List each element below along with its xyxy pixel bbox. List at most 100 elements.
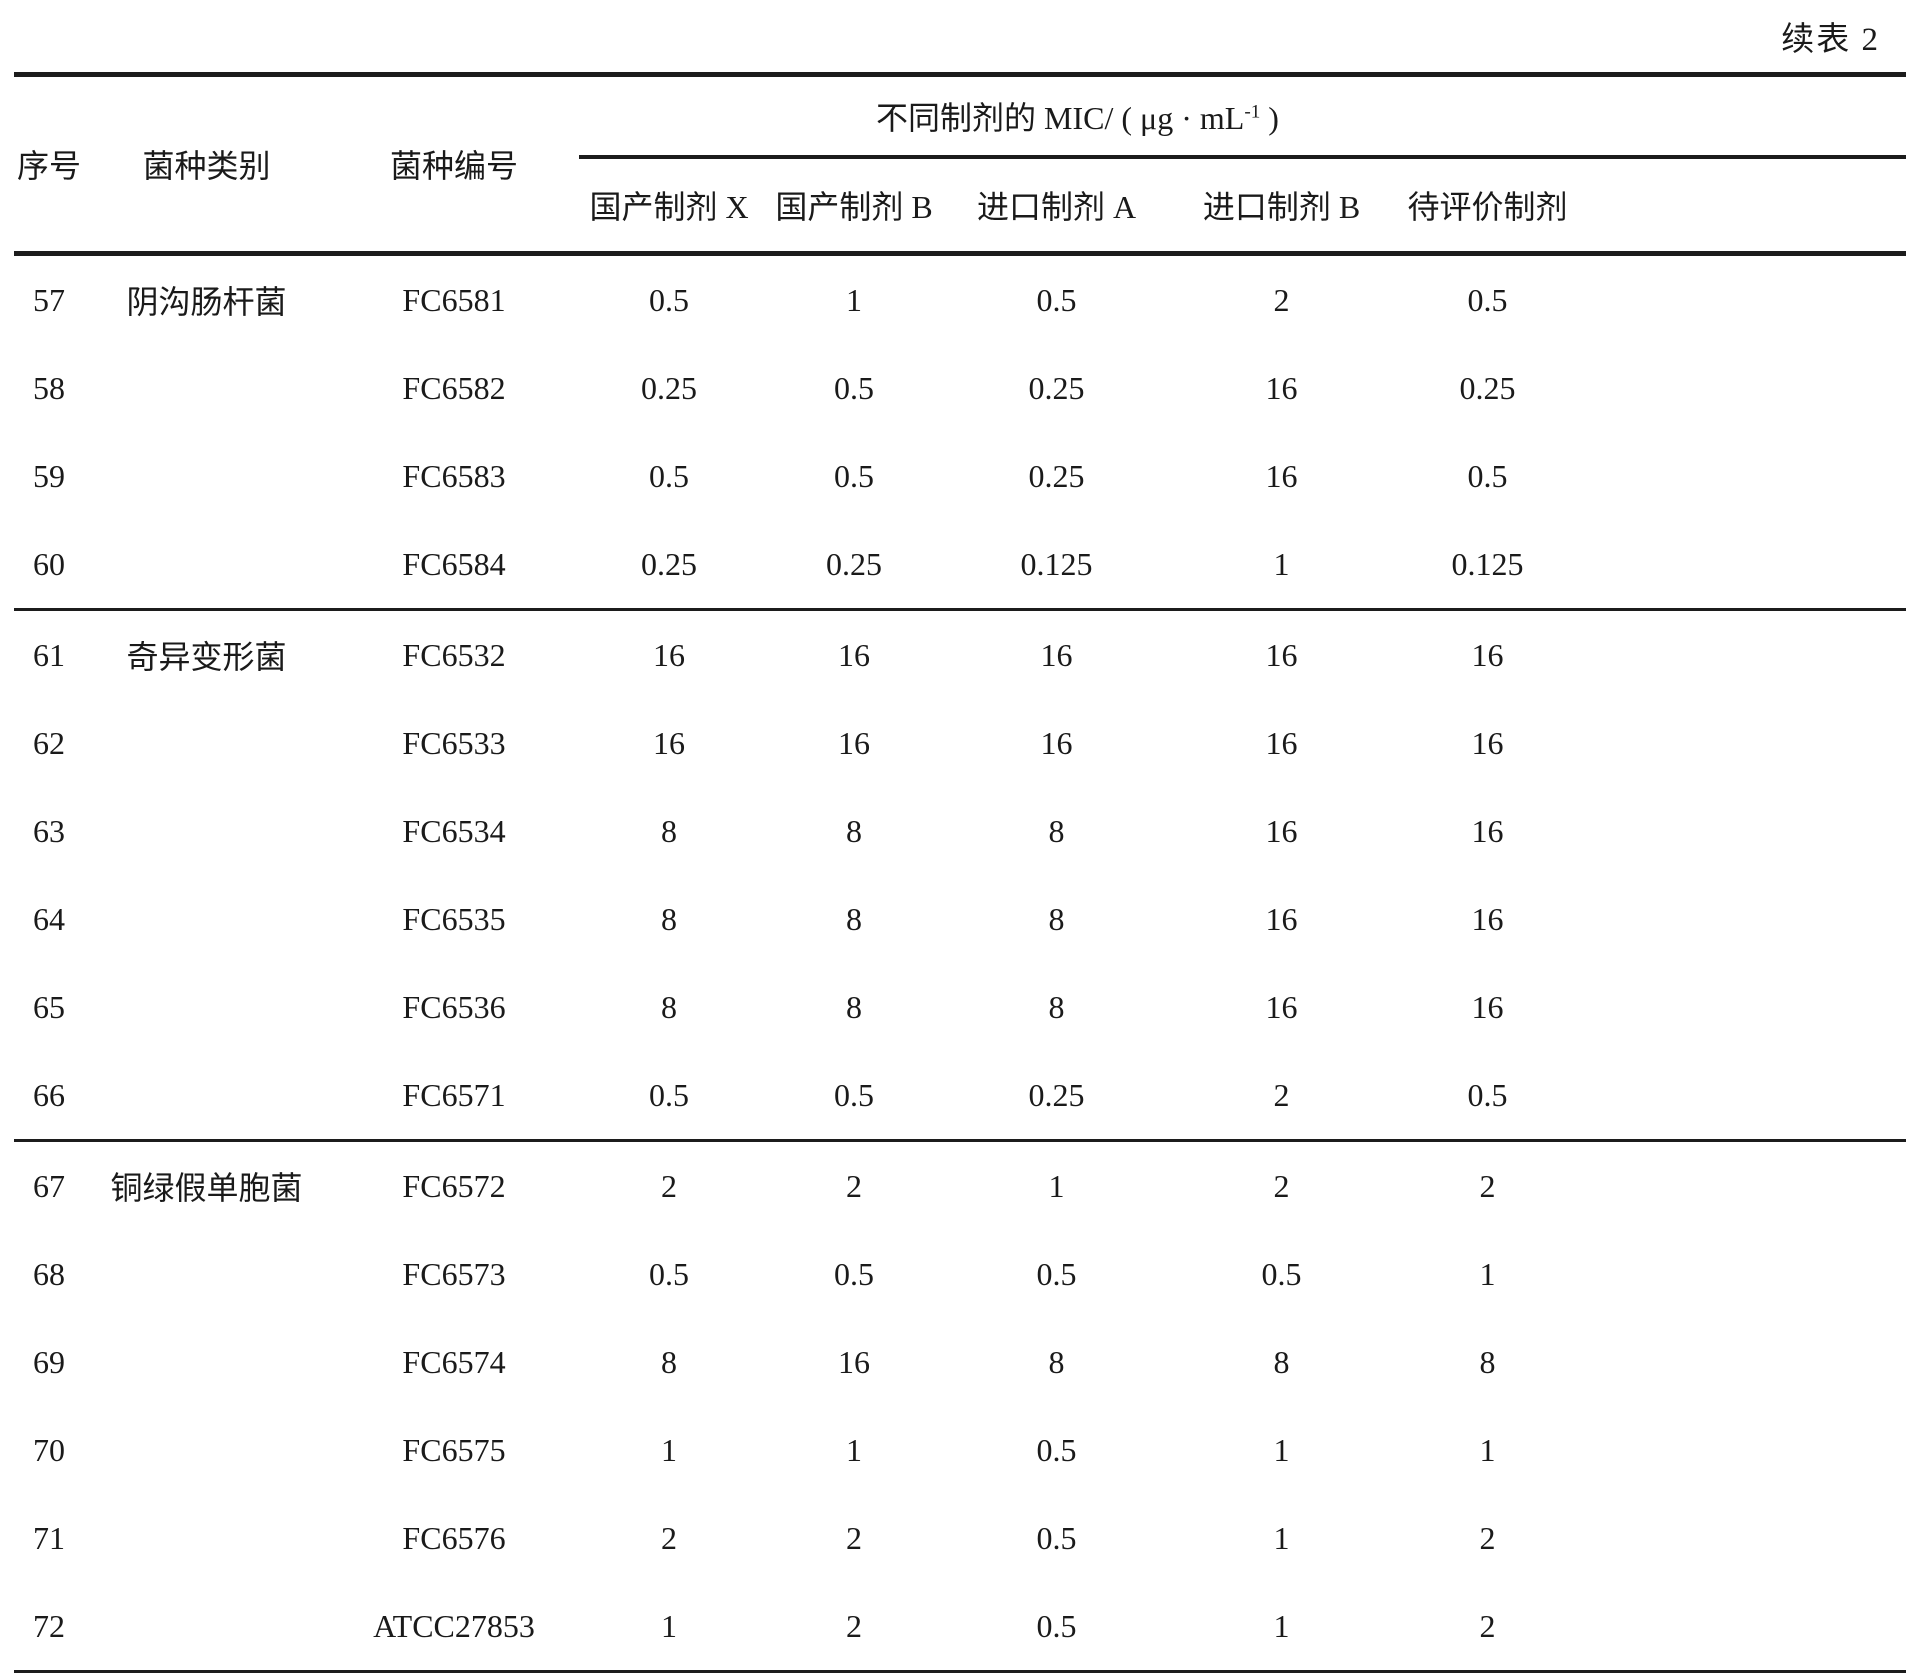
mic-value: 0.5 (1036, 1607, 1077, 1644)
mic-value: 2 (1164, 1139, 1399, 1230)
table-row: 67 铜绿假单胞菌 FC6572 2 2 1 2 2 (14, 1139, 1907, 1230)
row-number: 59 (33, 457, 65, 494)
mic-value: 16 (1265, 900, 1298, 937)
table-row: 68 FC6573 0.5 0.5 0.5 0.5 1 (14, 1230, 1906, 1318)
mic-value: 2 (1273, 281, 1290, 318)
mic-value: 16 (838, 1343, 870, 1380)
header-species-category: 菌种类别 (142, 148, 271, 184)
mic-value: 0.5 (1467, 457, 1508, 494)
table-row: 63 FC6534 8 8 8 16 16 (14, 787, 1906, 875)
mic-value: 2 (1479, 1607, 1496, 1644)
table-row: 57 阴沟肠杆菌 FC6581 0.5 1 0.5 2 0.5 (14, 254, 1906, 345)
header-imported-preparation-b: 进口制剂 B (1202, 189, 1361, 225)
strain-code: FC6571 (402, 1076, 506, 1113)
mic-value: 8 (846, 900, 862, 937)
mic-value: 8 (1048, 1343, 1065, 1380)
mic-value: 16 (1265, 724, 1298, 761)
table-row: 66 FC6571 0.5 0.5 0.25 2 0.5 (14, 1051, 1906, 1141)
strain-code: FC6534 (402, 812, 506, 849)
strain-code: FC6583 (402, 457, 506, 494)
row-number: 67 (14, 1139, 84, 1230)
mic-value: 0.25 (1028, 457, 1085, 494)
mic-unit-prefix: 不同制剂的 MIC/ ( μg · mL (876, 100, 1245, 136)
table-row: 64 FC6535 8 8 8 16 16 (14, 875, 1906, 963)
mic-value: 16 (1040, 724, 1073, 761)
mic-value: 8 (1479, 1343, 1496, 1380)
row-number: 68 (33, 1255, 65, 1292)
mic-value: 0.25 (641, 369, 697, 406)
mic-value: 0.5 (649, 281, 689, 318)
row-number: 64 (33, 900, 65, 937)
mic-value: 2 (579, 1139, 759, 1230)
table-row: 70 FC6575 1 1 0.5 1 1 (14, 1406, 1906, 1494)
mic-value: 16 (1471, 812, 1504, 849)
mic-value: 0.5 (649, 1076, 689, 1113)
row-number: 58 (33, 369, 65, 406)
mic-table: 序号 菌种类别 菌种编号 不同制剂的 MIC/ ( μg · mL-1 ) 国产… (14, 72, 1907, 1676)
row-number: 60 (33, 545, 65, 582)
table-row: 69 FC6574 8 16 8 8 8 (14, 1318, 1906, 1406)
table-body: 57 阴沟肠杆菌 FC6581 0.5 1 0.5 2 0.5 58 FC6582 0.25 0.5 0… (14, 254, 1907, 1675)
mic-value: 0.125 (1020, 545, 1093, 582)
header-strain-code: 菌种编号 (389, 148, 518, 184)
row-number: 69 (33, 1343, 65, 1380)
mic-value: 0.125 (1451, 545, 1524, 582)
mic-value: 0.5 (1036, 1431, 1077, 1468)
header-serial-number: 序号 (16, 148, 81, 184)
mic-value: 8 (661, 1343, 677, 1380)
mic-value: 16 (1265, 457, 1298, 494)
mic-value: 1 (661, 1607, 677, 1644)
row-number: 62 (33, 724, 65, 761)
mic-value: 8 (1273, 1343, 1290, 1380)
species-name (84, 963, 329, 1051)
mic-value: 1 (846, 1431, 862, 1468)
row-number: 65 (33, 988, 65, 1025)
strain-code: FC6572 (329, 1139, 579, 1230)
row-number: 61 (14, 608, 84, 699)
header-row-preparations: 国产制剂 X 国产制剂 B 进口制剂 A 进口制剂 B 待评价制剂 (14, 157, 1906, 254)
mic-value: 0.5 (834, 1076, 874, 1113)
table-row: 61 奇异变形菌 FC6532 16 16 16 16 16 (14, 608, 1907, 699)
mic-value: 16 (1265, 812, 1298, 849)
mic-value: 0.5 (649, 1255, 689, 1292)
row-number: 57 (33, 281, 65, 318)
mic-value: 16 (949, 608, 1164, 699)
mic-value: 1 (661, 1431, 677, 1468)
species-name: 阴沟肠杆菌 (126, 284, 287, 320)
species-name (84, 520, 329, 610)
mic-value: 2 (846, 1607, 862, 1644)
mic-value: 8 (661, 812, 677, 849)
strain-code: FC6581 (402, 281, 506, 318)
mic-value: 0.5 (1467, 1076, 1508, 1113)
mic-value: 16 (1471, 900, 1504, 937)
mic-value: 0.5 (834, 457, 874, 494)
strain-code: FC6575 (402, 1431, 506, 1468)
strain-code: FC6536 (402, 988, 506, 1025)
mic-value: 2 (846, 1519, 862, 1556)
mic-value: 0.25 (641, 545, 697, 582)
row-number: 63 (33, 812, 65, 849)
header-domestic-preparation-x: 国产制剂 X (589, 189, 749, 225)
mic-value: 0.25 (1028, 1076, 1085, 1113)
species-name (84, 699, 329, 787)
mic-value: 0.25 (826, 545, 882, 582)
mic-value: 1 (1273, 545, 1290, 582)
species-name (84, 1318, 329, 1406)
strain-code: FC6576 (402, 1519, 506, 1556)
mic-value: 0.5 (649, 457, 689, 494)
mic-value: 8 (1048, 812, 1065, 849)
mic-value: 0.5 (1467, 281, 1508, 318)
mic-value: 16 (838, 724, 870, 761)
species-name (84, 875, 329, 963)
mic-value: 2 (1273, 1076, 1290, 1113)
mic-value: 0.25 (1028, 369, 1085, 406)
mic-value: 8 (661, 900, 677, 937)
strain-code: ATCC27853 (373, 1607, 535, 1644)
table-row: 58 FC6582 0.25 0.5 0.25 16 0.25 (14, 344, 1906, 432)
strain-code: FC6535 (402, 900, 506, 937)
mic-value: 8 (1048, 900, 1065, 937)
species-name: 铜绿假单胞菌 (84, 1139, 329, 1230)
mic-value: 1 (949, 1139, 1164, 1230)
species-name (84, 1051, 329, 1141)
mic-value: 16 (1399, 608, 1907, 699)
